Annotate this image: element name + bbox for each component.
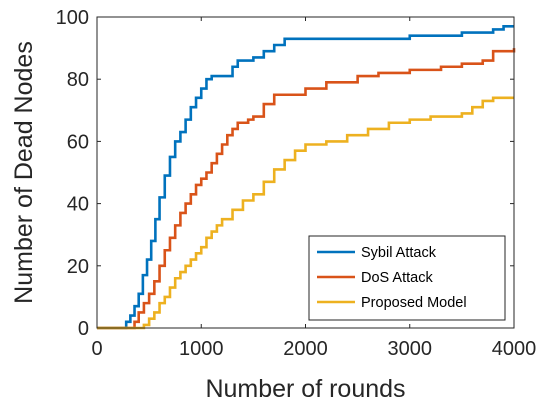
series-line-1 — [97, 25, 514, 330]
legend-label-1: Sybil Attack — [361, 245, 437, 261]
x-tick-label: 3000 — [388, 338, 433, 360]
x-tick-label: 2000 — [283, 338, 328, 360]
series-line-2 — [97, 48, 516, 330]
legend: Sybil Attack DoS Attack Proposed Model — [308, 235, 506, 321]
y-tick-label: 100 — [56, 7, 89, 29]
x-tick-label: 0 — [91, 338, 102, 360]
axes: 0 1000 2000 3000 4000 0 20 40 60 80 100 — [56, 7, 537, 360]
x-axis-label: Number of rounds — [205, 375, 405, 403]
x-tick-label: 1000 — [179, 338, 224, 360]
x-tick-label: 4000 — [492, 338, 537, 360]
y-axis-label: Number of Dead Nodes — [10, 41, 38, 304]
plot-area — [97, 25, 516, 330]
y-tick-label: 0 — [78, 318, 89, 340]
series-line-3 — [97, 96, 514, 330]
axis-labels: Number of rounds Number of Dead Nodes — [10, 41, 406, 403]
legend-label-2: DoS Attack — [361, 270, 433, 286]
y-tick-label: 60 — [67, 131, 89, 153]
y-tick-label: 20 — [67, 256, 89, 278]
legend-label-3: Proposed Model — [361, 295, 467, 311]
y-tick-label: 40 — [67, 194, 89, 216]
y-tick-label: 80 — [67, 69, 89, 91]
